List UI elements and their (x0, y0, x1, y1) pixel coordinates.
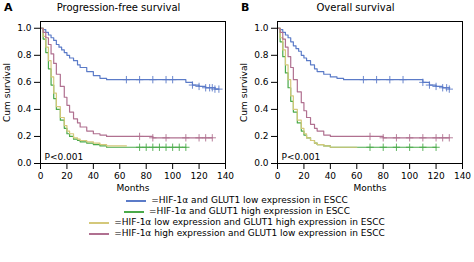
svg-text:120: 120 (427, 171, 444, 181)
svg-text:60: 60 (114, 171, 126, 181)
svg-text:0.2: 0.2 (17, 131, 31, 141)
svg-text:1.0: 1.0 (254, 23, 269, 33)
html-text:Progression-free survival: Progression-free survival (56, 2, 181, 13)
svg-text:0: 0 (275, 171, 281, 181)
svg-text:Months: Months (117, 183, 150, 193)
html-text:=HIF-1α low expression and GLU: =HIF-1α low expression and GLUT1 high ex… (114, 217, 385, 227)
svg-text:0.2: 0.2 (254, 131, 268, 141)
svg-text:0.8: 0.8 (17, 50, 32, 60)
svg-text:120: 120 (190, 171, 207, 181)
svg-text:0.4: 0.4 (17, 104, 32, 114)
svg-text:0.6: 0.6 (17, 77, 32, 87)
html-text:=HIF-1α and GLUT1 high express: =HIF-1α and GLUT1 high expression in ESC… (149, 206, 350, 216)
svg-text:Cum survival: Cum survival (2, 63, 12, 122)
svg-text:P<0.001: P<0.001 (45, 152, 84, 162)
svg-text:80: 80 (377, 171, 389, 181)
svg-text:40: 40 (88, 171, 100, 181)
svg-text:100: 100 (401, 171, 418, 181)
svg-text:20: 20 (61, 171, 73, 181)
svg-text:0.8: 0.8 (254, 50, 269, 60)
svg-text:Months: Months (354, 183, 387, 193)
svg-text:40: 40 (325, 171, 337, 181)
svg-text:80: 80 (140, 171, 152, 181)
svg-text:0.0: 0.0 (254, 158, 269, 168)
svg-text:0.0: 0.0 (17, 158, 32, 168)
svg-text:1.0: 1.0 (17, 23, 32, 33)
svg-text:100: 100 (164, 171, 181, 181)
html-text:Overall survival: Overall survival (316, 2, 395, 13)
svg-text:20: 20 (298, 171, 310, 181)
svg-text:140: 140 (454, 171, 471, 181)
svg-text:0.6: 0.6 (254, 77, 269, 87)
svg-text:0: 0 (38, 171, 44, 181)
svg-text:140: 140 (217, 171, 234, 181)
html-text:A: A (4, 1, 13, 14)
html-text:B: B (241, 1, 250, 14)
html-text:=HIF-1α and GLUT1 low expressi: =HIF-1α and GLUT1 low expression in ESCC (151, 195, 348, 205)
html-text:=HIF-1α high expression and GL: =HIF-1α high expression and GLUT1 low ex… (114, 228, 385, 238)
svg-text:0.4: 0.4 (254, 104, 269, 114)
svg-text:Cum survival: Cum survival (239, 63, 249, 122)
svg-text:60: 60 (351, 171, 363, 181)
svg-text:P<0.001: P<0.001 (282, 152, 321, 162)
